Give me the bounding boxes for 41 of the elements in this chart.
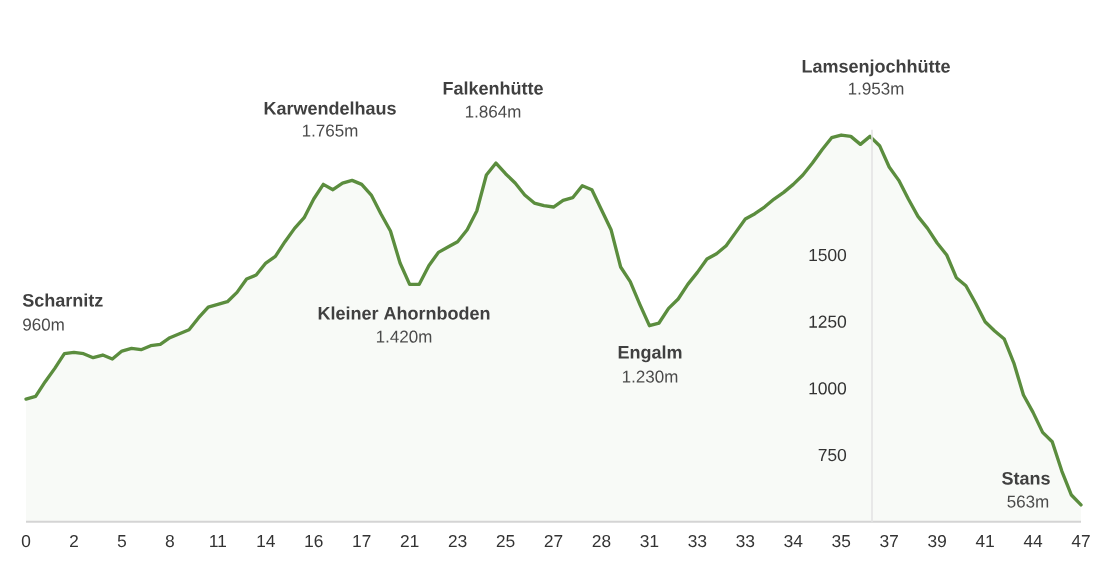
- x-tick-label: 34: [784, 534, 803, 548]
- x-tick-label: 17: [353, 535, 371, 548]
- x-tick-label: 14: [257, 535, 275, 548]
- annotation: Kleiner Ahornboden: [318, 306, 490, 320]
- text: Karwendelhaus: [264, 101, 396, 115]
- x-tick-label: 27: [544, 534, 563, 548]
- x-tick-label: 44: [1023, 535, 1043, 548]
- x-tick-label: 28: [592, 534, 611, 548]
- y-tick-label: 750: [818, 448, 847, 462]
- x-tick-label: 11: [210, 535, 226, 548]
- x-tick-label: 21: [400, 534, 419, 548]
- annotation: 563m: [1007, 495, 1049, 508]
- annotation: Scharnitz: [22, 293, 103, 307]
- annotation: 960m: [23, 318, 64, 331]
- y-tick-label: 1250: [809, 315, 847, 328]
- x-tick-label: 41: [975, 535, 994, 548]
- x-tick-label: 2: [70, 534, 78, 548]
- annotation: Stans: [1002, 471, 1050, 485]
- annotation: 1.230m: [622, 370, 678, 383]
- text: 1.864m: [465, 105, 521, 118]
- annotation: 1.420m: [376, 330, 432, 343]
- annotation: Engalm: [618, 345, 682, 363]
- x-tick-label: 33: [688, 534, 707, 548]
- x-tick-label: 35: [832, 534, 851, 548]
- x-tick-label: 39: [928, 534, 946, 548]
- x-tick-label: 23: [448, 534, 467, 548]
- x-tick-label: 47: [1071, 535, 1090, 548]
- x-tick-label: 0: [21, 534, 31, 548]
- x-tick-label: 31: [640, 534, 659, 548]
- x-tick-label: 16: [305, 534, 323, 548]
- annotation: 1.765m: [302, 124, 358, 137]
- x-tick-label: 37: [880, 534, 898, 548]
- text: Lamsenjochhütte: [802, 59, 950, 77]
- x-tick-label: 33: [736, 534, 755, 548]
- text: Falkenhütte: [443, 81, 543, 95]
- x-tick-label: 8: [165, 534, 174, 548]
- x-tick-label: 25: [496, 534, 515, 548]
- y-tick-label: 1500: [809, 248, 847, 262]
- y-tick-label: 1000: [809, 382, 847, 395]
- x-tick-label: 5: [117, 535, 127, 548]
- text: 1.953m: [848, 82, 904, 95]
